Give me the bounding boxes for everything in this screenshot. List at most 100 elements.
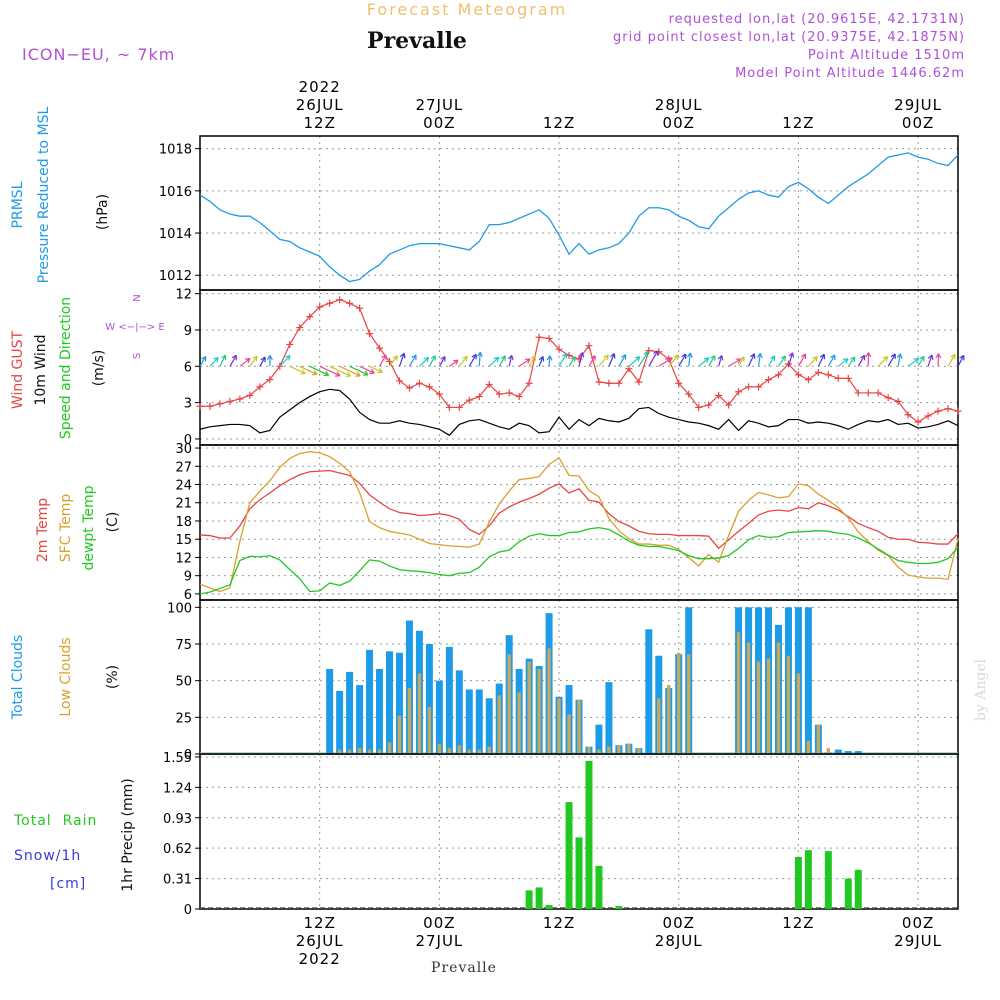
rain-bar	[575, 837, 583, 909]
wind-direction-arrowhead	[477, 351, 483, 357]
wind-direction-arrowhead	[538, 356, 545, 362]
wind-direction-arrow	[718, 355, 723, 367]
gust-point	[525, 379, 533, 387]
wind-direction-arrow	[827, 354, 836, 367]
time-tick-label: 00Z	[902, 114, 934, 132]
low-cloud-bar	[527, 661, 531, 754]
series-prmsl	[199, 152, 959, 283]
time-tick-label: 26JUL	[296, 932, 344, 950]
total-cloud-bar	[645, 629, 653, 754]
wind-direction-arrowhead	[369, 368, 375, 375]
gust-point	[346, 299, 354, 307]
gust-point	[864, 389, 872, 397]
wind-panel: 0 3 6 9 12	[175, 288, 965, 448]
wind-direction-arrow	[389, 355, 398, 367]
gust-point	[765, 376, 772, 384]
gust-point	[276, 362, 284, 370]
time-tick-label: 26JUL	[296, 96, 344, 114]
wind-direction-arrow	[219, 354, 226, 367]
total-cloud-bar	[425, 644, 433, 754]
wind-direction-arrow	[419, 357, 429, 367]
gust-point	[206, 402, 214, 410]
wind-unit: (m/s)	[91, 350, 107, 387]
wind-direction-arrow	[777, 355, 786, 367]
gust-point	[545, 334, 553, 342]
precipitation-ytick-label: 1.55	[163, 751, 192, 766]
info-requested: requested lon,lat (20.9615E, 42.1731N)	[669, 12, 965, 27]
wind-direction-arrow	[359, 365, 375, 374]
rain-bar	[525, 890, 533, 909]
gust-point	[804, 376, 812, 384]
gust-point	[475, 393, 483, 401]
wind-labels: Wind GUST 10m Wind Speed and Direction (…	[10, 294, 165, 439]
low-cloud-bar	[497, 695, 501, 754]
precipitation-ytick-label: 0.93	[163, 812, 192, 827]
wind-direction-arrowhead	[252, 355, 258, 362]
gust-point	[615, 379, 623, 387]
time-tick-label: 2022	[299, 78, 341, 96]
temperature-ytick-label: 30	[175, 442, 192, 457]
temperature-ytick-label: 15	[175, 533, 192, 548]
wind-direction-arrow	[259, 356, 266, 367]
wind-direction-arrowhead	[653, 350, 659, 356]
wind-direction-arrowhead	[603, 354, 609, 361]
pressure-ytick-label: 1012	[159, 269, 192, 284]
wind-direction-arrowhead	[400, 352, 406, 359]
gust-point	[336, 296, 344, 304]
wind-direction-arrow	[289, 365, 306, 375]
gust-point	[296, 324, 304, 332]
wind-direction-arrow	[658, 357, 673, 367]
wind-direction-arrowhead	[334, 371, 341, 377]
wind-ytick-label: 0	[184, 433, 192, 448]
wind-direction-arrow	[498, 355, 506, 367]
model-label: ICON−EU, ~ 7km	[22, 45, 175, 64]
low-cloud-bar	[367, 749, 372, 754]
low-cloud-bar	[766, 658, 771, 754]
wind-direction-arrowhead	[231, 354, 237, 361]
low-cloud-bar	[677, 652, 681, 754]
time-tick-label: 12Z	[543, 114, 575, 132]
pressure-ytick-label: 1016	[159, 185, 192, 200]
gust-point	[834, 374, 842, 382]
wind-direction-arrow	[478, 352, 481, 367]
total-cloud-bar	[595, 724, 603, 754]
wind-direction-arrow	[488, 356, 500, 367]
low-cloud-bar	[447, 748, 452, 754]
total-cloud-bar	[395, 652, 403, 754]
precipitation-ytick-label: 0	[184, 903, 192, 918]
gust-point	[645, 347, 653, 355]
wind-direction-arrow	[339, 365, 361, 377]
low-cloud-bar	[637, 748, 641, 754]
total-cloud-bar	[485, 698, 493, 754]
gust-point	[944, 405, 952, 413]
gust-point	[605, 379, 613, 387]
low-cloud-bar	[607, 746, 611, 754]
gust-point	[844, 374, 852, 382]
wind-direction-arrow	[408, 354, 417, 367]
low-cloud-bar	[517, 692, 521, 754]
temperature-frame	[199, 444, 959, 601]
wind-direction-arrowhead	[610, 353, 616, 359]
wind-direction-arrow	[448, 359, 459, 367]
wind-direction-arrow	[688, 352, 691, 367]
gust-point	[914, 418, 922, 426]
gust-point	[306, 313, 314, 321]
gust-point	[495, 390, 503, 398]
rain-bar	[595, 865, 603, 909]
wind-direction-arrowhead	[392, 355, 398, 361]
gust-point	[326, 299, 334, 307]
pressure-label-prmsl: PRMSL	[10, 181, 26, 228]
gust-point	[824, 371, 832, 379]
low-cloud-bar	[437, 743, 442, 754]
gust-point	[685, 390, 693, 398]
snow-label: Snow/1h	[14, 848, 81, 864]
wind-direction-arrow	[578, 352, 584, 367]
wind-direction-arrow	[608, 353, 615, 367]
temp-sfc-label: SFC Temp	[58, 494, 74, 563]
low-cloud-bar	[597, 749, 601, 754]
compass-we: W <−|−> E	[105, 322, 164, 333]
gust-point	[924, 412, 932, 420]
wind-direction-arrow	[757, 353, 761, 367]
gust-point	[485, 380, 493, 388]
